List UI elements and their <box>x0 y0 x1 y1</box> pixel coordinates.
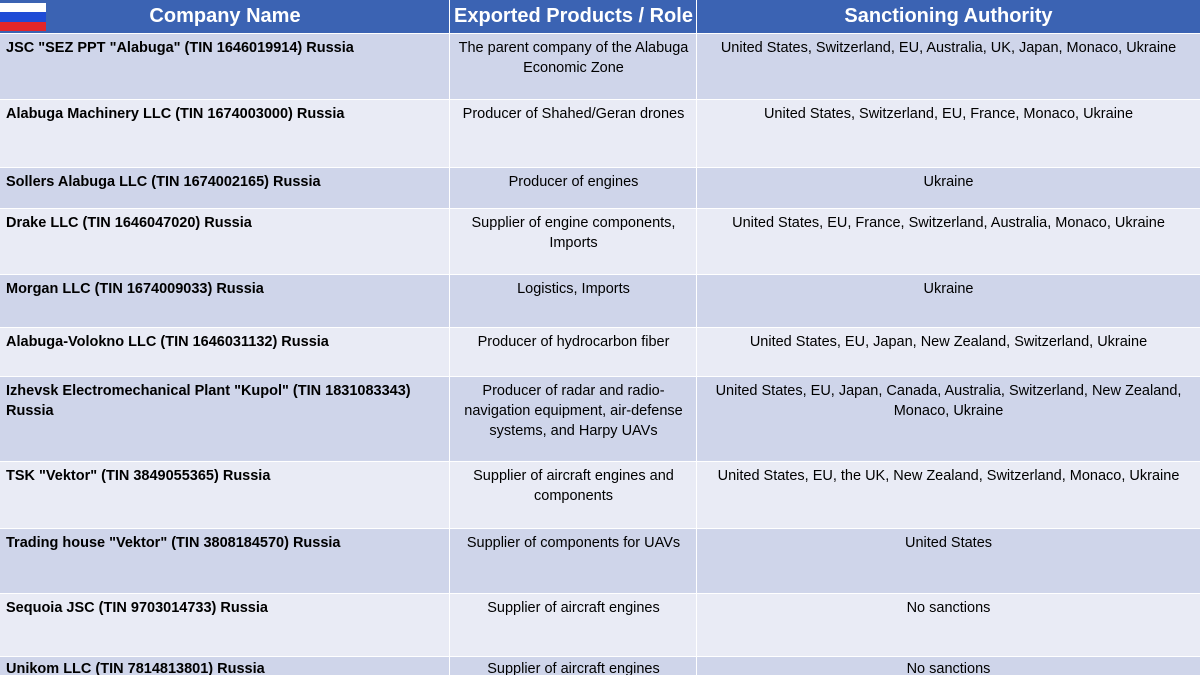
table-row: Alabuga-Volokno LLC (TIN 1646031132) Rus… <box>0 328 1200 376</box>
company-cell: Alabuga-Volokno LLC (TIN 1646031132) Rus… <box>6 334 329 350</box>
company-cell: Izhevsk Electromechanical Plant "Kupol" … <box>6 383 411 419</box>
table-row: Drake LLC (TIN 1646047020) Russia Suppli… <box>0 209 1200 274</box>
company-cell: Morgan LLC (TIN 1674009033) Russia <box>6 281 264 297</box>
authority-cell: United States, EU, the UK, New Zealand, … <box>717 468 1180 484</box>
table-row: Morgan LLC (TIN 1674009033) Russia Logis… <box>0 275 1200 327</box>
table-row: Izhevsk Electromechanical Plant "Kupol" … <box>0 377 1200 461</box>
authority-cell: United States, Switzerland, EU, Australi… <box>720 40 1177 56</box>
company-cell: Alabuga Machinery LLC (TIN 1674003000) R… <box>6 106 345 122</box>
authority-cell: United States, EU, Japan, Canada, Austra… <box>715 383 1182 419</box>
table-row: Sequoia JSC (TIN 9703014733) Russia Supp… <box>0 594 1200 656</box>
header-divider <box>449 0 450 33</box>
authority-cell: United States, EU, France, Switzerland, … <box>732 215 1165 231</box>
table-row: TSK "Vektor" (TIN 3849055365) Russia Sup… <box>0 462 1200 528</box>
authority-cell: United States, Switzerland, EU, France, … <box>763 106 1134 122</box>
role-cell: Producer of hydrocarbon fiber <box>477 334 670 350</box>
role-cell: Producer of engines <box>508 174 639 190</box>
company-cell: Sollers Alabuga LLC (TIN 1674002165) Rus… <box>6 174 321 190</box>
table-row: Alabuga Machinery LLC (TIN 1674003000) R… <box>0 100 1200 167</box>
authority-cell: No sanctions <box>906 600 991 616</box>
table-row: JSC "SEZ PPT "Alabuga" (TIN 1646019914) … <box>0 34 1200 99</box>
table-row: Unikom LLC (TIN 7814813801) Russia Suppl… <box>0 657 1200 675</box>
authority-cell: Ukraine <box>923 174 974 190</box>
authority-cell: Ukraine <box>923 281 974 297</box>
role-cell: The parent company of the Alabuga Econom… <box>458 40 689 76</box>
role-cell: Supplier of aircraft engines and compone… <box>473 468 674 504</box>
company-cell: Drake LLC (TIN 1646047020) Russia <box>6 215 252 231</box>
authority-cell: United States <box>904 535 993 551</box>
company-cell: TSK "Vektor" (TIN 3849055365) Russia <box>6 468 271 484</box>
company-cell: Unikom LLC (TIN 7814813801) Russia <box>6 661 265 675</box>
authority-cell: United States, EU, Japan, New Zealand, S… <box>749 334 1148 350</box>
company-cell: Sequoia JSC (TIN 9703014733) Russia <box>6 600 268 616</box>
role-cell: Supplier of aircraft engines <box>487 600 660 616</box>
company-cell: Trading house "Vektor" (TIN 3808184570) … <box>6 535 341 551</box>
authority-cell: No sanctions <box>906 661 991 675</box>
role-cell: Logistics, Imports <box>517 281 630 297</box>
role-cell: Supplier of aircraft engines <box>487 661 660 675</box>
role-cell: Supplier of engine components, Imports <box>471 215 676 251</box>
role-cell: Supplier of components for UAVs <box>466 535 681 551</box>
header-company-name: Company Name <box>149 5 301 27</box>
header-sanctioning-authority: Sanctioning Authority <box>844 5 1053 27</box>
table-header: Company Name Exported Products / Role Sa… <box>0 0 1200 33</box>
role-cell: Producer of Shahed/Geran drones <box>462 106 685 122</box>
role-cell: Producer of radar and radio-navigation e… <box>464 383 683 439</box>
company-cell: JSC "SEZ PPT "Alabuga" (TIN 1646019914) … <box>6 40 354 56</box>
header-exported-products: Exported Products / Role <box>454 5 693 27</box>
table-row: Trading house "Vektor" (TIN 3808184570) … <box>0 529 1200 593</box>
header-divider <box>696 0 697 33</box>
russia-flag-icon <box>0 3 46 31</box>
table-row: Sollers Alabuga LLC (TIN 1674002165) Rus… <box>0 168 1200 208</box>
